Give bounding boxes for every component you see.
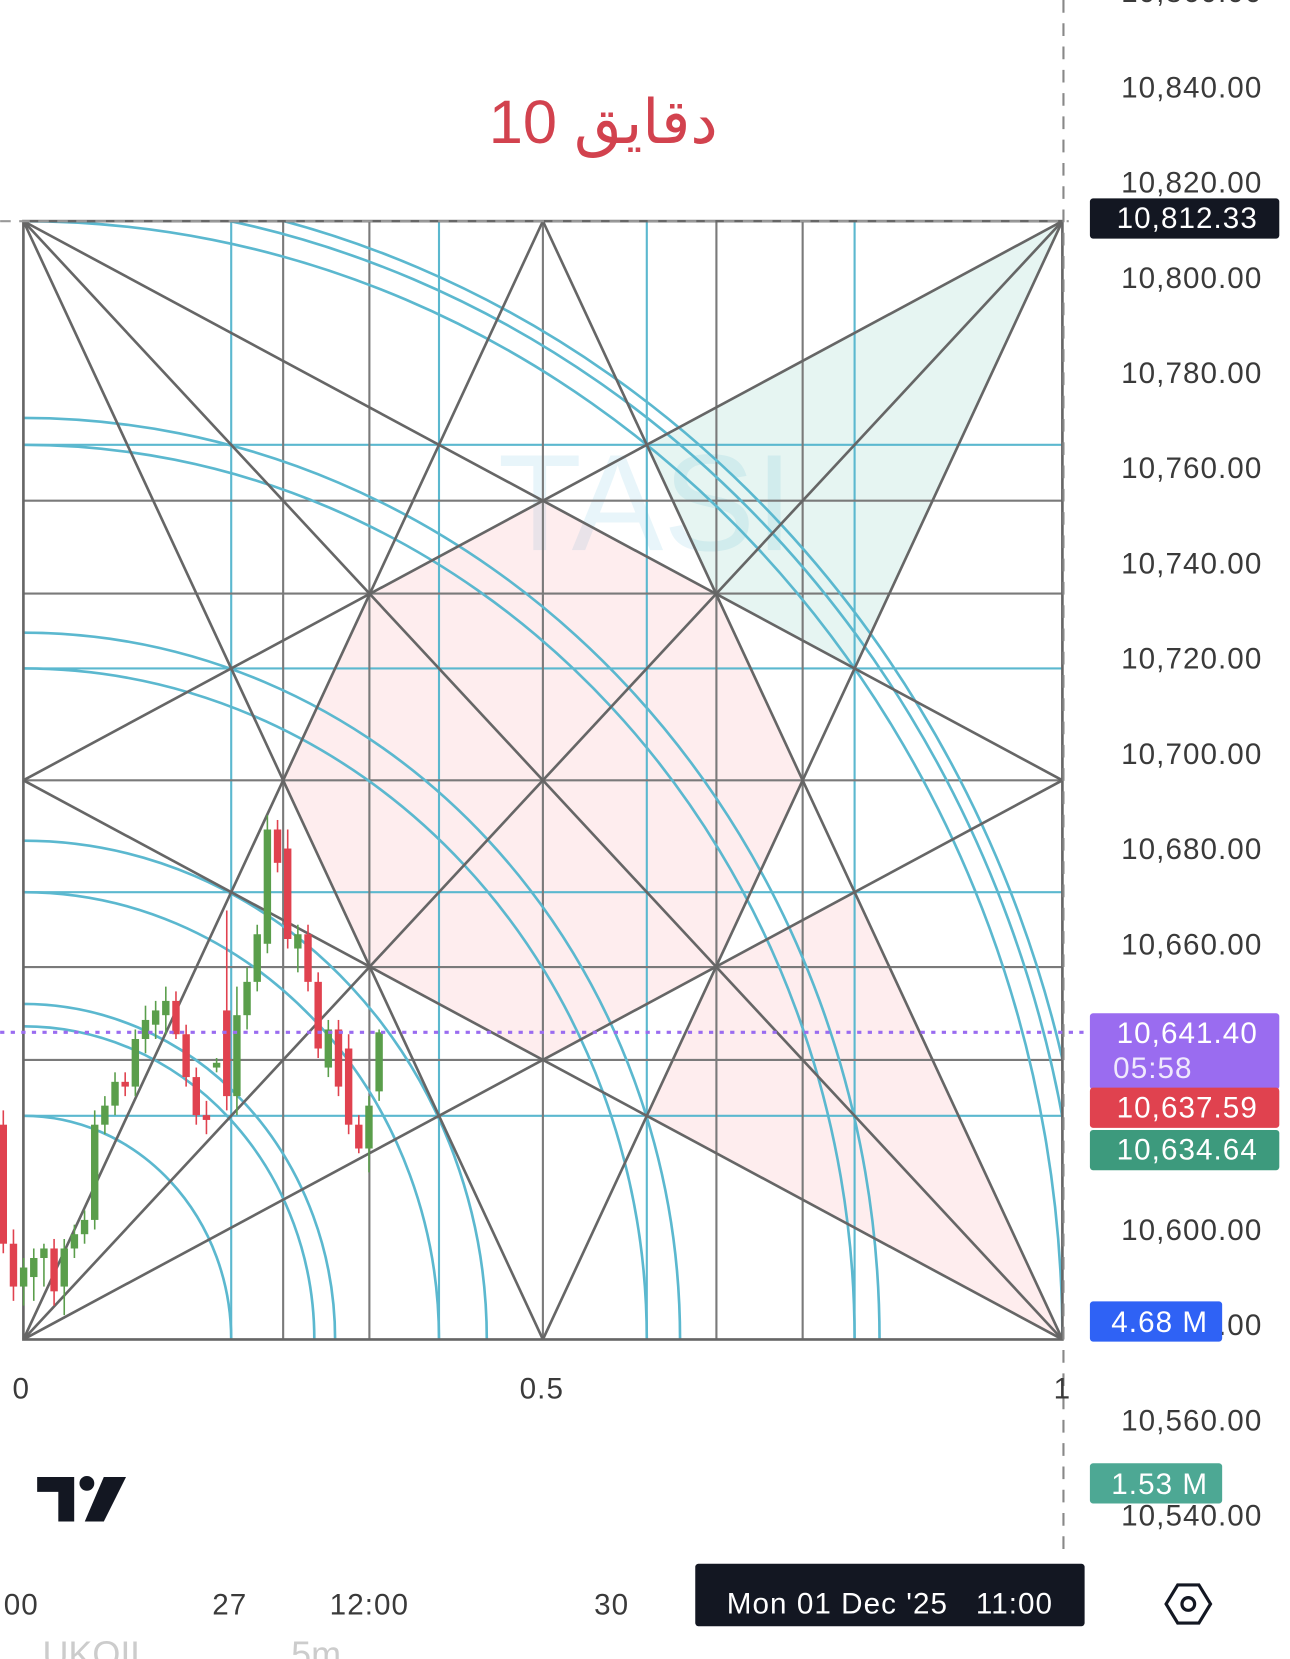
gann-fan	[22, 219, 1064, 782]
candle-body	[253, 934, 261, 982]
gann-fan	[22, 220, 1064, 1341]
chart-title: دقايق 10	[489, 88, 718, 158]
candle-body	[314, 981, 322, 1049]
price-tick-label: 10,680.00	[1121, 833, 1262, 866]
price-tick-label: 10,560.00	[1121, 1404, 1262, 1437]
candle-body	[212, 1062, 221, 1068]
volume-tag-label: 1.53 M	[1111, 1468, 1208, 1501]
time-label: 30	[594, 1589, 629, 1622]
candle-body	[80, 1219, 89, 1235]
candle-body	[141, 1019, 150, 1039]
candles	[0, 815, 383, 1316]
gann-square	[0, 219, 1069, 1341]
price-tick-label: 10,840.00	[1121, 71, 1262, 104]
settings-button[interactable]	[1164, 1583, 1213, 1625]
candle-body	[263, 829, 272, 944]
gann-fan	[22, 220, 545, 1341]
time-label: 00	[4, 1589, 39, 1622]
candle-body	[151, 1010, 160, 1025]
candle-body	[334, 1029, 343, 1087]
price-tag	[1089, 198, 1280, 239]
price-tick-label: 10,800.00	[1121, 262, 1262, 295]
candle-body	[365, 1105, 373, 1149]
tradingview-logo	[37, 1475, 127, 1522]
candle-body	[121, 1081, 129, 1087]
candle-body	[19, 1267, 28, 1287]
candle-body	[344, 1048, 353, 1125]
price-tag	[1089, 1129, 1280, 1171]
time-label: 27	[212, 1589, 247, 1622]
candle-body	[30, 1258, 38, 1278]
candle-body	[162, 1000, 170, 1016]
price-tag	[1089, 1087, 1280, 1128]
price-tag-label: 10,634.64	[1117, 1134, 1258, 1167]
price-tick-label: 10,600.00	[1121, 1214, 1262, 1247]
candle-body	[375, 1032, 383, 1092]
price-tick-label: 10,540.00	[1121, 1500, 1262, 1533]
price-tick-label: 10,740.00	[1121, 547, 1262, 580]
price-tag-label: 10,812.33	[1117, 202, 1258, 235]
gann-label: 0.5	[520, 1373, 564, 1406]
candle-body	[294, 934, 302, 949]
volume-tag-label: 4.68 M	[1111, 1306, 1208, 1339]
candle-body	[233, 1015, 241, 1097]
candle-body	[283, 848, 292, 940]
gann-label: 0	[13, 1373, 31, 1406]
candle-body	[324, 1029, 333, 1068]
candle-body	[40, 1248, 48, 1259]
price-tick-label: 10,720.00	[1121, 643, 1262, 676]
candle-body	[60, 1248, 68, 1287]
candle-body	[131, 1038, 140, 1087]
candle-body	[223, 1010, 231, 1097]
price-tick-label: 10,660.00	[1121, 928, 1262, 961]
candle-body	[273, 829, 282, 863]
gann-fan	[541, 220, 1064, 1341]
price-tick-label: 10,820.00	[1121, 167, 1262, 200]
time-cursor-label: Mon 01 Dec '25 11:00	[727, 1588, 1053, 1621]
time-label: 12:00	[330, 1589, 409, 1622]
volume-tag	[1089, 1301, 1223, 1342]
price-tick-label: 10,700.00	[1121, 738, 1262, 771]
price-tag-label: 10,637.59	[1117, 1091, 1258, 1124]
price-tick-label: 10,780.00	[1121, 357, 1262, 390]
candle-body	[111, 1081, 119, 1106]
candle-body	[101, 1105, 109, 1125]
countdown-label: 05:58	[1113, 1052, 1192, 1085]
candle-body	[182, 1034, 190, 1078]
price-tag	[1089, 1013, 1280, 1090]
candle-body	[202, 1115, 211, 1120]
price-tick-label: 10,760.00	[1121, 452, 1262, 485]
symbol-label: UKOIL	[42, 1633, 150, 1659]
candle-body	[304, 934, 312, 982]
time-cursor-tag	[695, 1563, 1085, 1627]
candle-body	[243, 981, 251, 1016]
candle-body	[50, 1248, 58, 1292]
candle-body	[70, 1234, 79, 1249]
price-axis: 10,860.00 10,840.00 10,820.00 10,800.00 10,7…	[1089, 0, 1280, 1533]
gann-label: 1	[1054, 1373, 1072, 1406]
candle-body	[192, 1077, 200, 1116]
candle-body	[355, 1124, 363, 1149]
price-tag-label: 10,641.40	[1117, 1017, 1258, 1050]
gann-fan	[22, 779, 1064, 1341]
candle-body	[172, 1000, 180, 1035]
price-tick-label: 10,860.00	[1121, 0, 1262, 9]
volume-tag	[1089, 1463, 1223, 1504]
candle-body	[9, 1243, 18, 1287]
candle-body	[91, 1124, 99, 1220]
interval-label: 5m	[291, 1633, 341, 1659]
candle-body	[0, 1124, 8, 1244]
